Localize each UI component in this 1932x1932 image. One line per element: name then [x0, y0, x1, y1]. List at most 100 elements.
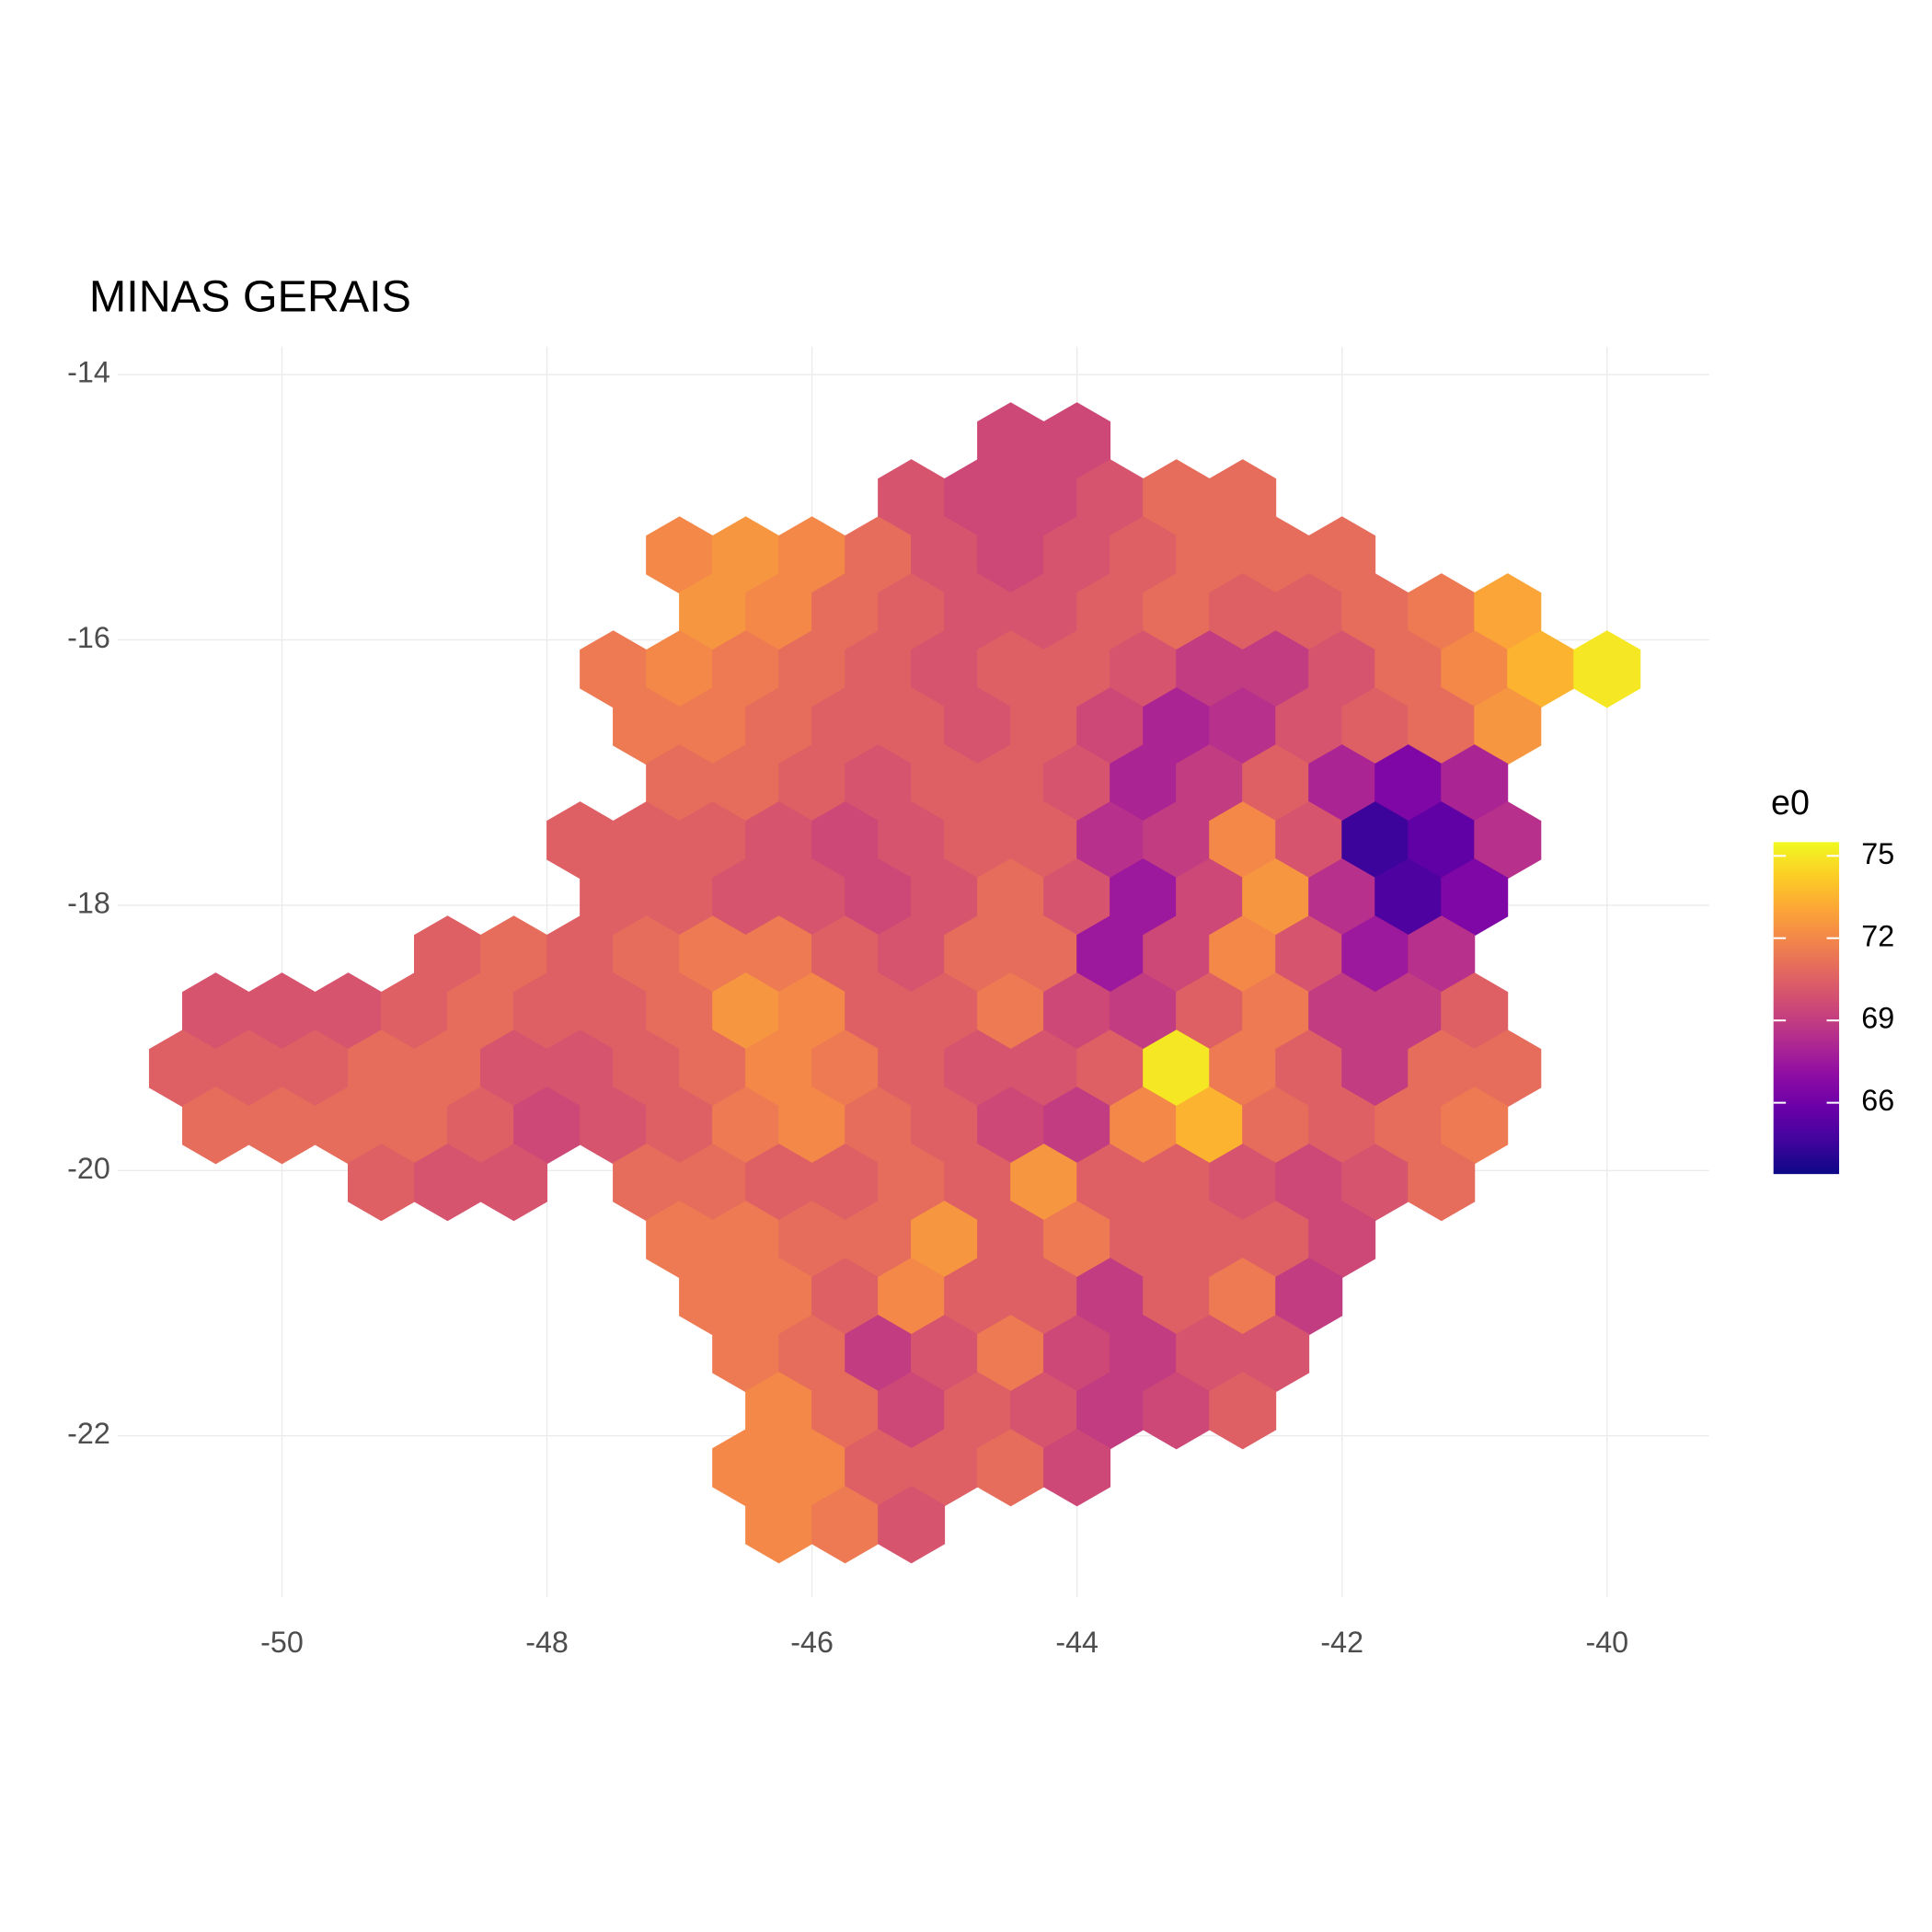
x-tick-label: -40 [1585, 1626, 1628, 1659]
hex-cell [712, 630, 779, 708]
hex-cell [1076, 459, 1144, 537]
hex-cell [1275, 801, 1343, 880]
hex-cell [1043, 1087, 1111, 1165]
hex-cell [1076, 573, 1144, 651]
hex-cell [845, 972, 913, 1051]
hex-cell [1408, 1144, 1476, 1222]
hex-cell [745, 1372, 813, 1450]
hex-cell [977, 972, 1045, 1051]
hex-cell [745, 915, 813, 994]
hex-cell [1573, 630, 1641, 708]
hex-cell [414, 1144, 481, 1222]
x-tick-label: -46 [790, 1626, 834, 1659]
hex-cell [679, 1029, 747, 1108]
hex-cell [811, 1258, 880, 1336]
hex-cell [845, 1429, 913, 1507]
hex-cell [1308, 858, 1376, 937]
hex-cell [778, 858, 846, 937]
hex-cell [414, 1029, 481, 1108]
hex-cell [911, 1315, 979, 1393]
hex-cell [1076, 1029, 1144, 1108]
hex-cell [513, 972, 581, 1051]
hex-cell [679, 801, 747, 880]
hex-cell [1110, 1201, 1178, 1279]
hex-cell [613, 1144, 681, 1222]
hex-cell [712, 516, 779, 594]
hex-cell [712, 1201, 779, 1279]
hex-cell [480, 915, 547, 994]
hex-cell [878, 573, 946, 651]
hex-cell [1341, 1144, 1409, 1222]
hex-cell [1209, 801, 1277, 880]
x-tick-label: -44 [1055, 1626, 1098, 1659]
hex-cell [1374, 1087, 1443, 1165]
hex-cell [1308, 1201, 1376, 1279]
hex-cell [679, 1144, 747, 1222]
hex-cell [944, 1144, 1012, 1222]
hex-cell [1275, 687, 1343, 765]
hex-cell [679, 573, 747, 651]
hex-cell [1308, 516, 1376, 594]
hex-cell [646, 516, 714, 594]
hex-cell [977, 1201, 1045, 1279]
hex-cell [1441, 972, 1509, 1051]
hex-cell [811, 1029, 880, 1108]
colorbar-tick-label: 75 [1861, 837, 1894, 870]
hex-cell [878, 459, 946, 537]
x-tick-label: -42 [1320, 1626, 1363, 1659]
hex-cell [347, 1029, 415, 1108]
hex-cell [1341, 915, 1409, 994]
hex-cell [1010, 1029, 1078, 1108]
hex-cell [1176, 516, 1244, 594]
hex-cell [911, 858, 979, 937]
hex-cell [845, 1201, 913, 1279]
hex-cell [811, 801, 880, 880]
hex-cell [878, 687, 946, 765]
hex-cell [480, 1029, 547, 1108]
y-tick-label: -16 [67, 621, 110, 654]
hex-cell [811, 687, 880, 765]
hex-cell [1176, 744, 1244, 822]
hex-cell [745, 1029, 813, 1108]
hex-cell [1474, 573, 1542, 651]
hex-cell [911, 1087, 979, 1165]
hex-cell [1242, 1087, 1310, 1165]
colorbar [1773, 842, 1840, 1175]
hex-cell [1441, 858, 1509, 937]
hex-cell [745, 1486, 813, 1564]
hex-cell [944, 1372, 1012, 1450]
hex-cell [1110, 1087, 1178, 1165]
hex-cell [1143, 1372, 1211, 1450]
hex-cell [381, 972, 449, 1051]
hex-cell [878, 915, 946, 994]
y-tick-label: -20 [67, 1152, 110, 1185]
hex-cell [1143, 573, 1211, 651]
hex-cell [182, 1087, 249, 1165]
hex-cell [1308, 1087, 1376, 1165]
hex-cell [1242, 858, 1310, 937]
hex-cell [811, 1372, 880, 1450]
hex-cell [646, 744, 714, 822]
hex-cell [447, 1087, 515, 1165]
hex-cell [414, 915, 481, 994]
hex-cell [580, 972, 648, 1051]
hex-cell [878, 801, 946, 880]
hex-cell [248, 972, 316, 1051]
hex-cell [679, 687, 747, 765]
hex-cell [347, 1144, 415, 1222]
hex-cell [911, 972, 979, 1051]
hex-cell [1176, 972, 1244, 1051]
hex-cell [1408, 801, 1476, 880]
hex-cell [1176, 1201, 1244, 1279]
hex-cell [182, 972, 249, 1051]
hex-cell [1374, 744, 1443, 822]
hex-cell [1507, 630, 1575, 708]
hex-cell [878, 1144, 946, 1222]
hex-cell [1110, 858, 1178, 937]
hex-cell [580, 630, 648, 708]
hex-cell [1209, 1372, 1277, 1450]
hex-cell [1408, 687, 1476, 765]
hex-cell [480, 1144, 547, 1222]
hex-cell [745, 1258, 813, 1336]
axes: -50 -48 -46 -44 -42 -40 -22 -20 -18 -16 -14 [67, 356, 1628, 1659]
